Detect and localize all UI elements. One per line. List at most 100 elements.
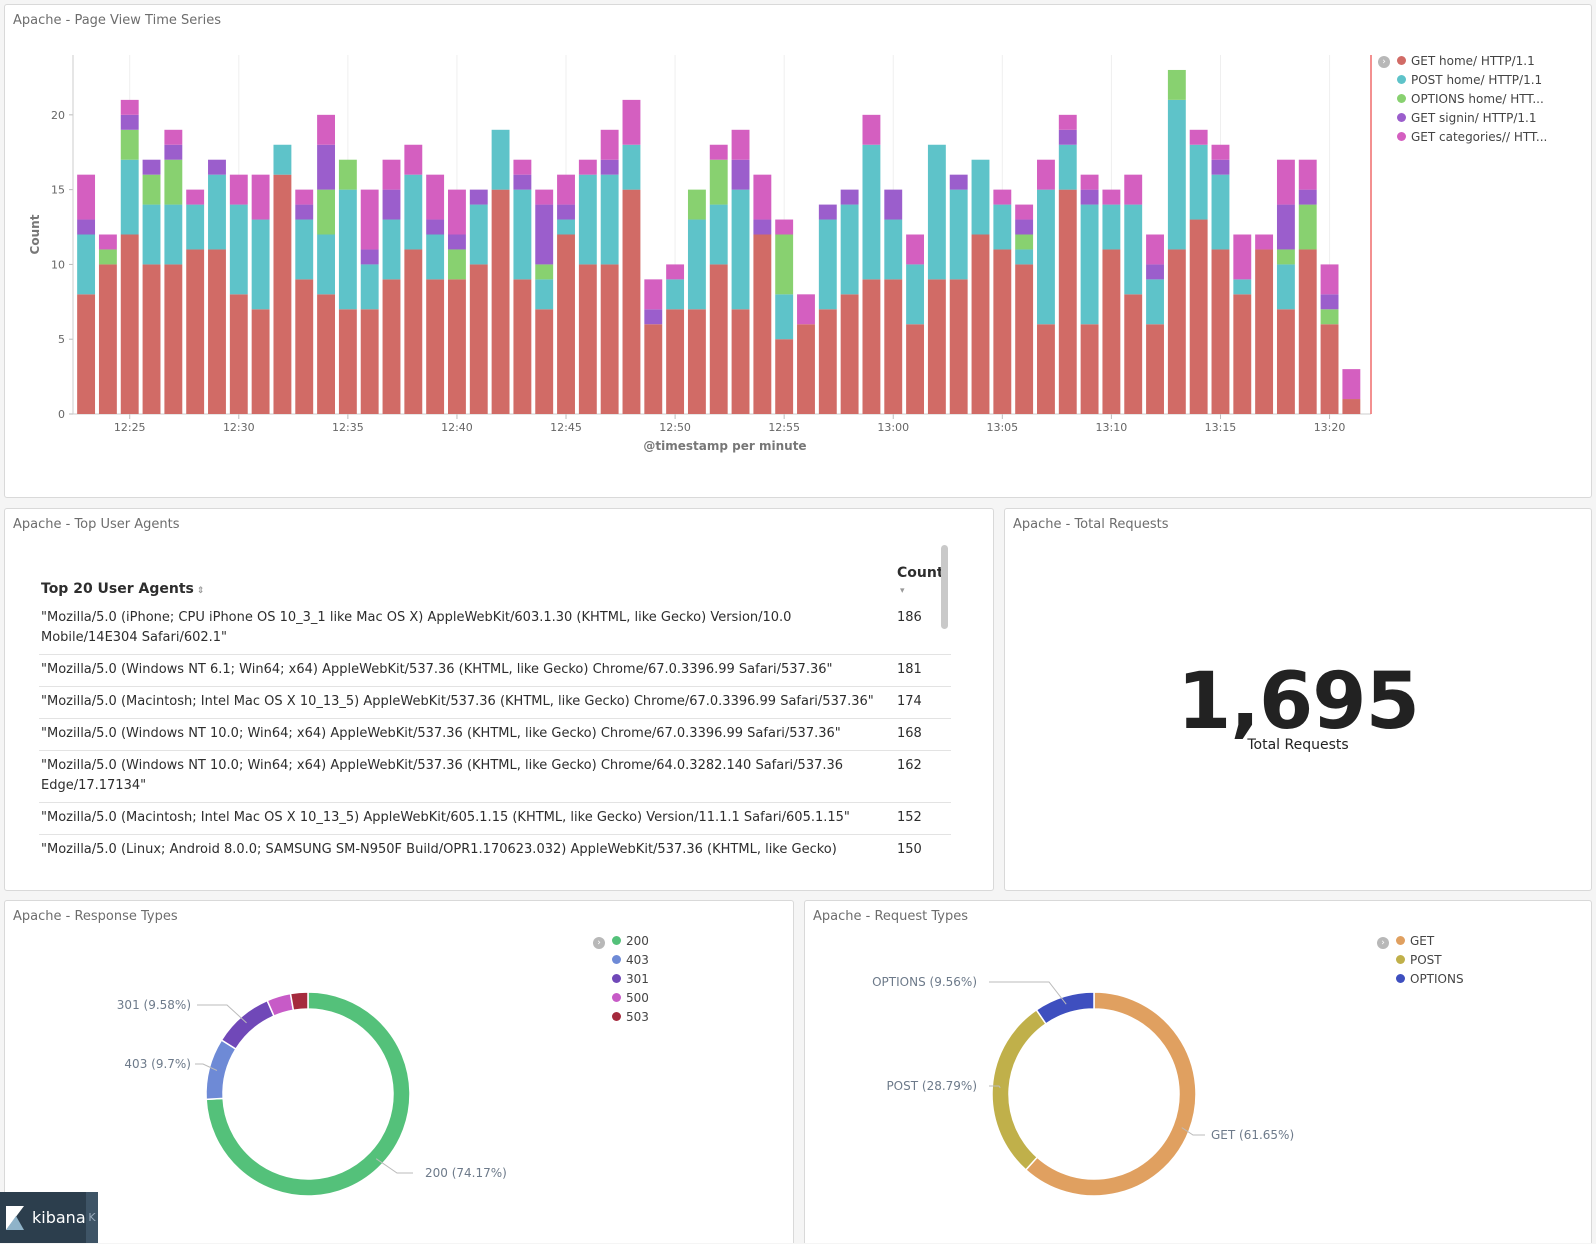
bar-segment[interactable] [1320,324,1339,414]
bar-segment[interactable] [1058,129,1077,145]
bar-segment[interactable] [491,129,510,190]
bar-segment[interactable] [797,324,815,414]
bar-segment[interactable] [208,174,226,250]
bar-segment[interactable] [469,264,488,414]
bar-segment[interactable] [1211,174,1230,250]
bar-segment[interactable] [426,234,445,280]
bar-segment[interactable] [426,219,445,235]
legend-toggle-icon[interactable]: › [1377,937,1389,949]
bar-segment[interactable] [1298,189,1317,205]
col-header-count[interactable]: Count ▾ [897,565,944,596]
bar-segment[interactable] [491,189,510,414]
bar-segment[interactable] [404,249,423,414]
table-row[interactable]: "Mozilla/5.0 (Linux; Android 8.0.0; SAMS… [39,834,951,859]
time-series-legend-item[interactable]: GET home/ HTTP/1.1 [1397,51,1547,70]
time-series-legend-item[interactable]: GET signin/ HTTP/1.1 [1397,108,1547,127]
bar-segment[interactable] [557,234,575,415]
bar-segment[interactable] [1080,174,1099,190]
bar-segment[interactable] [317,189,335,235]
bar-segment[interactable] [535,309,554,414]
bar-segment[interactable] [1342,369,1361,400]
bar-segment[interactable] [273,144,292,175]
bar-segment[interactable] [775,294,794,340]
legend-toggle-icon[interactable]: › [1378,56,1390,68]
bar-segment[interactable] [687,219,706,310]
bar-segment[interactable] [971,234,990,415]
bar-segment[interactable] [1015,234,1034,250]
bar-segment[interactable] [1080,324,1099,414]
bar-segment[interactable] [1058,144,1077,190]
bar-segment[interactable] [906,324,925,414]
bar-segment[interactable] [753,219,772,235]
bar-segment[interactable] [120,129,139,160]
bar-segment[interactable] [1015,264,1034,414]
bar-segment[interactable] [120,159,139,235]
bar-segment[interactable] [404,174,423,250]
bar-segment[interactable] [993,189,1012,205]
bar-segment[interactable] [1124,204,1143,295]
bar-segment[interactable] [251,219,270,310]
bar-segment[interactable] [927,144,946,280]
bar-segment[interactable] [317,294,335,414]
bar-segment[interactable] [513,174,532,190]
bar-segment[interactable] [1298,249,1317,414]
bar-segment[interactable] [731,159,750,190]
bar-segment[interactable] [1233,294,1252,414]
bar-segment[interactable] [906,264,925,325]
bar-segment[interactable] [448,249,466,280]
bar-segment[interactable] [513,159,532,175]
bar-segment[interactable] [1102,189,1121,205]
table-row[interactable]: "Mozilla/5.0 (Windows NT 10.0; Win64; x6… [39,750,951,803]
bar-segment[interactable] [1037,189,1055,325]
bar-segment[interactable] [1080,204,1099,325]
donut-slice[interactable] [205,1039,237,1101]
bar-segment[interactable] [1320,309,1339,325]
bar-segment[interactable] [295,219,314,280]
user-agents-table-wrap[interactable]: Top 20 User Agents ⇕ Count ▾ "Mozilla/5.0 … [39,559,951,859]
bar-segment[interactable] [1167,69,1186,100]
bar-segment[interactable] [1276,309,1295,414]
time-series-legend-item[interactable]: OPTIONS home/ HTT... [1397,89,1547,108]
bar-segment[interactable] [535,189,554,205]
bar-segment[interactable] [1298,159,1317,190]
bar-segment[interactable] [229,294,248,414]
bar-segment[interactable] [295,279,314,414]
table-row[interactable]: "Mozilla/5.0 (Windows NT 6.1; Win64; x64… [39,654,951,687]
bar-segment[interactable] [360,264,379,310]
bar-segment[interactable] [317,234,335,295]
response-types-legend-item[interactable]: 500 [612,988,649,1007]
bar-segment[interactable] [382,219,401,280]
bar-segment[interactable] [622,99,641,145]
bar-segment[interactable] [295,204,314,220]
bar-segment[interactable] [557,219,575,235]
bar-segment[interactable] [666,309,685,414]
bar-segment[interactable] [1058,114,1077,130]
bar-segment[interactable] [644,309,663,325]
bar-segment[interactable] [1255,249,1274,414]
bar-segment[interactable] [731,309,750,414]
bar-segment[interactable] [164,264,183,414]
bar-segment[interactable] [186,189,205,205]
bar-segment[interactable] [186,249,205,414]
bar-segment[interactable] [251,174,270,220]
bar-segment[interactable] [1102,204,1121,250]
bar-segment[interactable] [600,264,619,414]
bar-segment[interactable] [775,234,794,295]
bar-segment[interactable] [77,219,96,235]
bar-segment[interactable] [338,189,357,310]
sort-desc-icon[interactable]: ▾ [900,586,905,596]
bar-segment[interactable] [666,279,685,310]
bar-segment[interactable] [120,114,139,130]
bar-segment[interactable] [949,174,968,190]
bar-segment[interactable] [251,309,270,414]
bar-segment[interactable] [404,144,423,175]
bar-segment[interactable] [687,309,706,414]
bar-segment[interactable] [469,204,488,265]
bar-segment[interactable] [862,144,881,280]
bar-segment[interactable] [709,144,728,160]
response-types-legend-item[interactable]: 200 [612,931,649,950]
bar-segment[interactable] [1167,99,1186,250]
bar-segment[interactable] [1015,219,1034,235]
bar-segment[interactable] [77,294,96,414]
bar-segment[interactable] [164,144,183,160]
